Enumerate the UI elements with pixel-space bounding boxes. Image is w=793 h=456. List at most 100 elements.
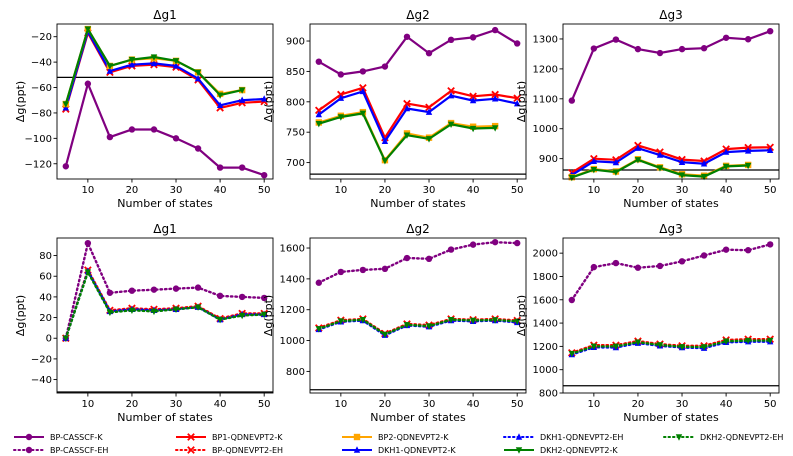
y-tick-label: −120 (25, 159, 52, 170)
data-point (84, 269, 92, 276)
y-tick-label: 1200 (533, 342, 558, 353)
x-tick-label: 50 (258, 399, 271, 410)
data-point (766, 241, 774, 248)
y-tick-label: 800 (286, 97, 305, 108)
data-point (150, 126, 158, 133)
series-line (64, 269, 266, 340)
axes-frame (309, 23, 527, 180)
data-point (469, 34, 477, 41)
data-point (106, 309, 114, 317)
x-tick-label: 30 (423, 399, 436, 410)
x-axis-label: Number of states (623, 197, 719, 210)
data-point (403, 33, 411, 40)
chart-panel-5: Δg2 10 20 30 40 50 800 1000 1200 1400 1600 Number o… (262, 222, 527, 424)
y-tick-label: 1800 (533, 272, 558, 283)
axes-frame (309, 237, 527, 394)
series-line (64, 268, 266, 340)
data-point (656, 342, 664, 349)
data-point (315, 120, 323, 128)
data-point (678, 158, 686, 165)
data-point (84, 80, 92, 87)
x-tick-label: 10 (587, 185, 600, 196)
data-point (656, 165, 664, 172)
data-point (700, 45, 708, 52)
data-point (425, 108, 433, 115)
data-point (469, 241, 477, 248)
y-tick-label: 1200 (533, 64, 558, 75)
legend-entry-BP1-QDNEVPT2-K: BP1-QDNEVPT2-K (176, 433, 283, 442)
x-tick-label: 40 (720, 399, 733, 410)
x-tick-label: 10 (587, 399, 600, 410)
data-point (744, 147, 752, 154)
x-tick-label: 20 (379, 185, 392, 196)
series-line (64, 266, 266, 340)
data-point (128, 60, 136, 68)
legend-label: DKH1-QDNEVPT2-K (378, 446, 456, 455)
data-point (238, 87, 246, 94)
x-tick-label: 20 (379, 399, 392, 410)
data-point (447, 246, 455, 253)
data-point (656, 262, 664, 270)
data-point (568, 174, 576, 182)
data-point (744, 247, 752, 254)
data-point (216, 164, 224, 171)
legend-marker (515, 447, 523, 454)
data-point (315, 279, 323, 286)
data-point (491, 125, 499, 132)
data-point (381, 63, 389, 70)
x-tick-label: 20 (126, 399, 139, 410)
data-point (150, 54, 158, 61)
y-axis-label: Δg(ppt) (515, 81, 528, 122)
data-point (260, 95, 268, 102)
data-point (656, 151, 664, 158)
data-point (491, 95, 499, 102)
series-line (317, 319, 519, 337)
series-DKH1-QDNEVPT2-K (568, 144, 774, 178)
data-point (216, 101, 224, 109)
y-tick-label: −20 (31, 32, 52, 43)
data-point (700, 160, 708, 167)
legend-marker (25, 433, 33, 441)
data-point (216, 292, 224, 300)
legend-label: DKH2-QDNEVPT2-EH (700, 433, 783, 442)
series-BP-CASSCF-EH (568, 241, 774, 304)
x-axis-label: Number of states (370, 411, 466, 424)
data-point (766, 337, 774, 345)
y-tick-label: 1000 (533, 124, 558, 135)
x-tick-label: 40 (467, 185, 480, 196)
y-tick-label: 80 (39, 251, 52, 262)
legend-entry-BP2-QDNEVPT2-K: BP2-QDNEVPT2-K (342, 433, 449, 442)
data-point (337, 71, 345, 78)
x-tick-label: 50 (764, 185, 777, 196)
data-point (722, 34, 730, 41)
y-tick-label: 800 (539, 389, 558, 400)
series-BP-CASSCF-K (315, 26, 521, 78)
chart-title: Δg1 (153, 8, 176, 22)
x-tick-label: 30 (676, 185, 689, 196)
data-point (172, 285, 180, 292)
series-BP-CASSCF-EH (62, 239, 268, 342)
series-DKH1-QDNEVPT2-K (315, 87, 521, 145)
data-point (194, 74, 202, 82)
data-point (172, 62, 180, 69)
data-point (469, 92, 477, 101)
data-point (62, 163, 70, 170)
legend-entry-DKH1-QDNEVPT2-K: DKH1-QDNEVPT2-K (342, 446, 456, 455)
legend-marker (187, 433, 195, 441)
y-tick-label: 1300 (533, 34, 558, 45)
data-point (238, 293, 246, 301)
data-point (590, 343, 598, 351)
series-BP-CASSCF-EH (315, 238, 521, 286)
data-point (590, 263, 598, 271)
data-point (612, 259, 620, 267)
data-point (425, 323, 433, 330)
series-DKH2-QDNEVPT2-EH (568, 337, 774, 358)
data-point (403, 99, 411, 108)
y-tick-label: 1200 (280, 305, 305, 316)
y-tick-label: −80 (31, 108, 52, 119)
data-point (260, 294, 268, 302)
data-point (700, 344, 708, 351)
data-point (513, 94, 522, 102)
x-tick-label: 10 (334, 185, 347, 196)
data-point (634, 45, 642, 53)
